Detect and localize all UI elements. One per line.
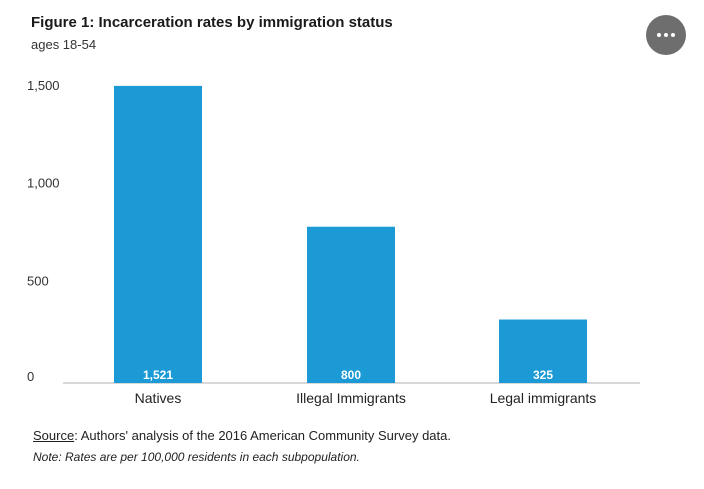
more-options-button[interactable] [646,15,686,55]
chart-subtitle: ages 18-54 [31,37,97,52]
y-tick-label: 1,500 [27,78,60,93]
note-text: Note: Rates are per 100,000 residents in… [33,450,360,464]
more-options-icon [657,33,661,37]
y-tick-label: 1,000 [27,176,60,191]
source-text: : Authors' analysis of the 2016 American… [74,428,451,443]
x-tick-label: Legal immigrants [490,390,597,406]
x-tick-label: Natives [135,390,182,406]
bar-data-label: 325 [533,368,553,382]
bar-data-label: 800 [341,368,361,382]
source-link[interactable]: Source [33,428,75,443]
source-line: Source: Authors' analysis of the 2016 Am… [33,428,451,443]
y-tick-label: 0 [27,369,34,384]
bar [499,319,587,383]
chart-title: Figure 1: Incarceration rates by immigra… [31,14,393,31]
y-tick-label: 500 [27,273,49,288]
bar [307,226,395,383]
bar-data-label: 1,521 [143,368,173,382]
bar [114,85,202,383]
x-tick-label: Illegal Immigrants [296,390,406,406]
